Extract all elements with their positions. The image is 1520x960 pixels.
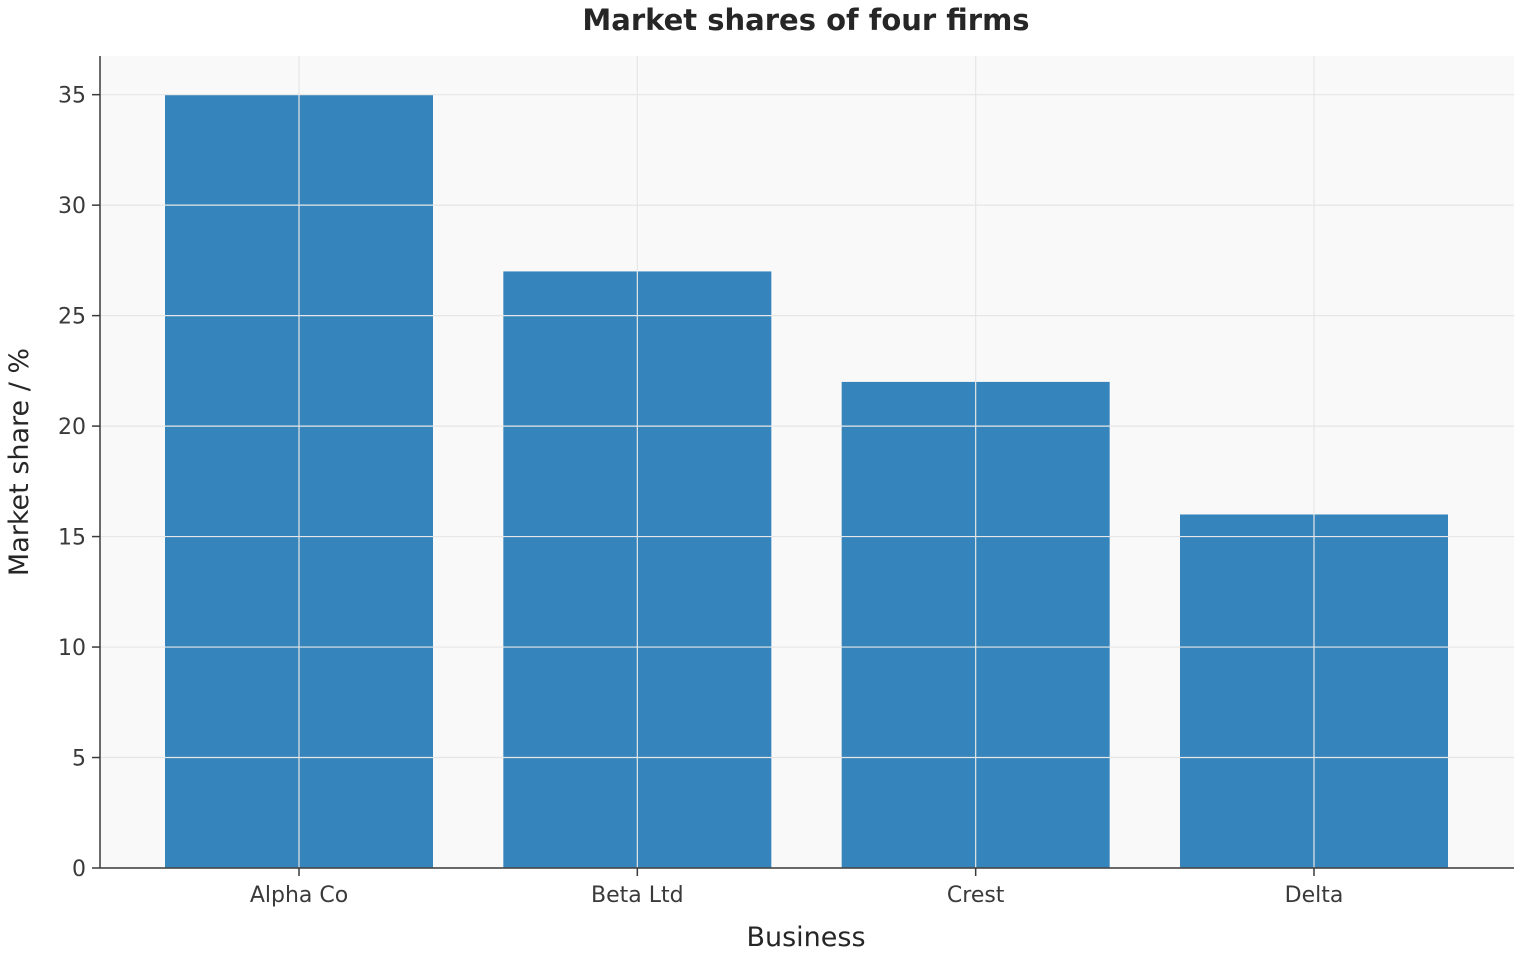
y-tick-label: 10 bbox=[58, 636, 86, 661]
y-tick-label: 20 bbox=[58, 415, 86, 440]
y-axis-label: Market share / % bbox=[4, 348, 35, 576]
x-tick-label: Beta Ltd bbox=[591, 883, 684, 908]
y-tick-label: 0 bbox=[72, 857, 86, 882]
y-tick-label: 35 bbox=[58, 84, 86, 109]
x-tick-label: Delta bbox=[1285, 883, 1344, 908]
x-tick-label: Crest bbox=[947, 883, 1005, 908]
grid-layer bbox=[100, 56, 1514, 869]
chart-title: Market shares of four firms bbox=[582, 3, 1029, 37]
ticks-layer: 0 5 10 15 20 25 30 35 Alpha Co Beta Ltd Crest Delta bbox=[58, 84, 1343, 908]
x-tick-label: Alpha Co bbox=[250, 883, 348, 908]
y-tick-label: 25 bbox=[58, 305, 86, 330]
y-tick-label: 5 bbox=[72, 747, 86, 772]
y-tick-label: 15 bbox=[58, 526, 86, 551]
y-tick-label: 30 bbox=[58, 194, 86, 219]
x-axis-label: Business bbox=[746, 922, 865, 953]
